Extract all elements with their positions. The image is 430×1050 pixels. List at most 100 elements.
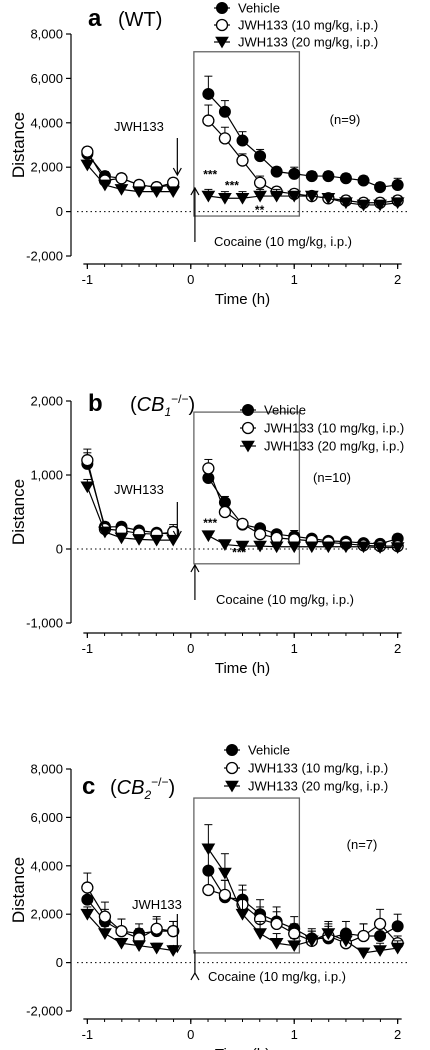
genotype-part: ( — [130, 394, 137, 416]
y-tick-label: 6,000 — [30, 71, 63, 86]
panel-letter: a — [88, 5, 102, 32]
x-tick-label: 0 — [187, 272, 194, 287]
n-label: (n=7) — [347, 837, 378, 852]
data-point — [253, 190, 267, 203]
chart-panel-a: -2,000 0 2,000 4,000 6,000 8,000 Distance -1 0 1 2… — [9, 1, 408, 308]
x-tick-label: -1 — [82, 641, 94, 656]
significance-marker: *** — [203, 516, 217, 530]
data-point — [269, 541, 284, 554]
genotype-label: (CB1−/−) — [130, 392, 195, 419]
series-line — [207, 477, 398, 545]
drug-arrow-head — [172, 530, 182, 540]
genotype-part: ( — [110, 777, 117, 799]
data-point — [166, 186, 181, 199]
n-label: (n=10) — [313, 470, 351, 485]
data-point — [201, 190, 216, 203]
data-point — [80, 159, 95, 172]
data-point — [374, 181, 387, 194]
chart-panel-b: -1,000 0 1,000 2,000 Distance -1 0 1 2 Time (h) **… — [9, 390, 408, 677]
drug-arrow-head — [172, 944, 182, 954]
data-point — [149, 534, 164, 547]
x-axis-label: Time (h) — [215, 660, 270, 677]
x-tick-label: 1 — [291, 272, 298, 287]
drug-arrow-head — [172, 167, 182, 177]
legend-label: JWH133 (10 mg/kg, i.p.) — [264, 421, 404, 436]
cocaine-annotation: Cocaine (10 mg/kg, i.p.) — [216, 592, 354, 607]
series-2 — [80, 478, 405, 554]
x-tick-label: 1 — [291, 1027, 298, 1042]
significance-marker: *** — [232, 545, 246, 559]
data-point — [201, 530, 216, 543]
data-point — [288, 167, 301, 180]
legend-label: JWH133 (20 mg/kg, i.p.) — [248, 779, 388, 794]
data-point — [339, 935, 353, 948]
x-tick-label: -1 — [82, 1027, 94, 1042]
cocaine-arrow-head — [190, 563, 200, 573]
legend-marker — [215, 36, 229, 49]
series-1 — [81, 872, 404, 950]
data-point — [236, 134, 249, 147]
data-point — [202, 462, 215, 475]
data-point — [390, 197, 405, 210]
chart-panel-c: -2,000 0 2,000 4,000 6,000 8,000 Distance -1 0 1 2… — [9, 743, 408, 1050]
data-point — [270, 917, 283, 931]
data-point — [254, 150, 267, 163]
data-point — [202, 87, 215, 100]
series-2 — [80, 159, 405, 212]
x-tick-label: 0 — [187, 641, 194, 656]
legend-entry-2: JWH133 (20 mg/kg, i.p.) — [214, 35, 378, 50]
data-point — [356, 541, 371, 554]
series-line — [207, 468, 398, 547]
data-point — [373, 945, 387, 957]
genotype-part: −/− — [151, 775, 168, 789]
x-tick-label: 0 — [187, 1027, 194, 1042]
data-point — [391, 920, 404, 933]
data-point — [356, 199, 371, 212]
data-point — [374, 929, 387, 942]
legend-entry-2: JWH133 (20 mg/kg, i.p.) — [224, 779, 388, 794]
data-point — [287, 940, 302, 953]
data-point — [373, 542, 387, 554]
data-point — [218, 888, 232, 901]
data-point — [98, 179, 112, 192]
genotype-label: (WT) — [118, 9, 162, 31]
data-point — [339, 172, 352, 185]
data-point — [80, 908, 95, 921]
legend-marker — [241, 440, 255, 453]
n-label: (n=9) — [330, 112, 361, 127]
genotype-label: (CB2−/−) — [110, 775, 175, 802]
data-point — [321, 192, 336, 205]
series-1 — [81, 448, 404, 553]
genotype-part: 2 — [143, 788, 151, 802]
data-point — [149, 942, 164, 955]
data-point — [166, 534, 181, 547]
data-point — [81, 145, 94, 158]
y-tick-label: 2,000 — [30, 160, 63, 175]
data-point — [202, 114, 215, 127]
y-tick-label: 1,000 — [30, 468, 63, 483]
data-point — [253, 528, 267, 541]
panel-letter: c — [82, 773, 95, 800]
data-point — [322, 170, 335, 183]
data-point — [149, 186, 164, 199]
legend-label: Vehicle — [264, 403, 306, 418]
data-point — [235, 908, 250, 921]
y-tick-label: -2,000 — [26, 1004, 63, 1019]
data-point — [218, 192, 232, 205]
genotype-part: CB — [117, 777, 145, 799]
data-point — [390, 542, 405, 554]
genotype-part: −/− — [171, 392, 188, 406]
significance-marker: *** — [225, 178, 239, 192]
cocaine-annotation: Cocaine (10 mg/kg, i.p.) — [214, 234, 352, 249]
legend-marker — [225, 761, 239, 775]
drug-annotation: JWH133 — [114, 119, 164, 134]
data-point — [304, 541, 319, 554]
genotype-part: 1 — [164, 405, 171, 419]
data-point — [357, 174, 370, 187]
data-point — [390, 942, 405, 955]
data-point — [253, 540, 267, 553]
data-point — [98, 526, 112, 539]
legend-label: JWH133 (20 mg/kg, i.p.) — [238, 35, 378, 50]
data-point — [218, 867, 232, 880]
data-point — [287, 541, 302, 554]
